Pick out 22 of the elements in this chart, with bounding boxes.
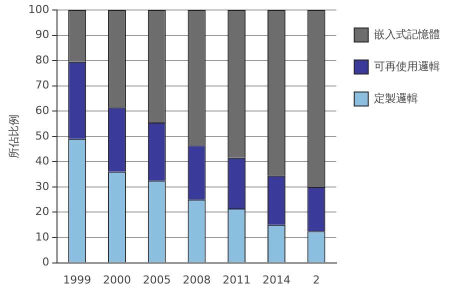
legend-label: 可再使用邏輯 (374, 60, 440, 73)
x-tick-label: 2005 (142, 273, 171, 286)
y-tick-label: 50 (35, 129, 50, 142)
x-tick-label: 2000 (102, 273, 131, 286)
y-tick-label: 30 (35, 180, 50, 193)
y-tick-label: 0 (42, 256, 50, 269)
y-tick-label: 60 (35, 104, 50, 117)
y-axis-title: 所佔比例 (7, 114, 20, 158)
legend-label: 定製邏輯 (374, 92, 418, 105)
x-tick-label: 1999 (63, 273, 92, 286)
y-tick-label: 90 (35, 28, 50, 42)
x-tick-label: 2008 (182, 273, 211, 286)
y-tick-label: 40 (35, 154, 50, 168)
y-tick-label: 70 (35, 78, 50, 92)
y-tick-label: 80 (35, 53, 50, 66)
y-tick-label: 100 (28, 2, 50, 16)
legend-label: 嵌入式記憶體 (374, 28, 440, 41)
x-tick-label: 2014 (262, 273, 290, 286)
x-tick-label: 2011 (222, 273, 251, 286)
y-tick-label: 20 (35, 205, 50, 218)
x-tick-label: 2 (312, 273, 320, 286)
y-tick-label: 10 (35, 230, 50, 244)
